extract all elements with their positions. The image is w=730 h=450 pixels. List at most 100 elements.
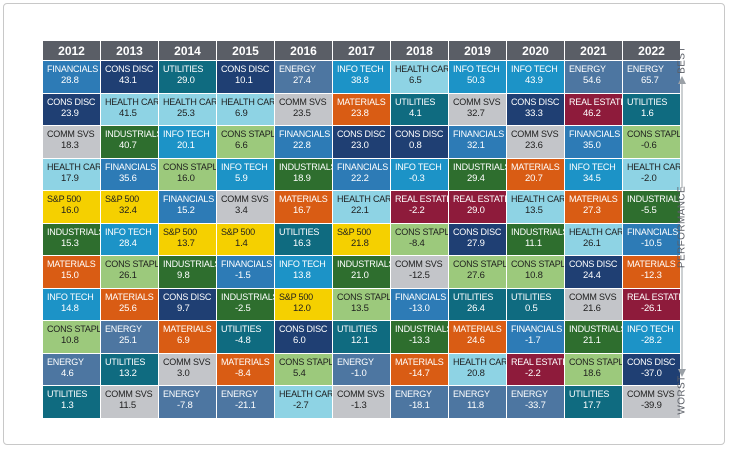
- sector-name: Energy: [163, 389, 200, 399]
- sector-return: 4.6: [61, 367, 74, 379]
- sector-name: Cons Disc: [453, 226, 502, 237]
- sector-cell: Info Tech 14.8: [43, 288, 100, 320]
- sector-name: Cons Disc: [221, 64, 270, 74]
- sector-name: Health Care: [279, 389, 332, 399]
- year-header: 2021: [565, 41, 622, 60]
- sector-return: 6.0: [293, 335, 306, 346]
- sector-name: Industrials: [627, 194, 680, 204]
- sector-return: 20.8: [467, 367, 485, 379]
- sector-name: Financials: [163, 194, 215, 204]
- sector-return: 5.9: [235, 172, 248, 184]
- sector-return: 18.9: [293, 172, 311, 184]
- year-header: 2017: [333, 41, 390, 60]
- sector-return: -7.8: [177, 400, 193, 411]
- sector-name: Info Tech: [47, 291, 94, 302]
- sector-cell: Financials 28.8: [43, 61, 100, 93]
- sector-return: 1.6: [641, 107, 654, 119]
- sector-return: 13.7: [177, 237, 195, 249]
- sector-name: Cons Disc: [627, 356, 676, 367]
- sector-name: Energy: [221, 389, 258, 399]
- sector-return: -14.7: [409, 367, 430, 379]
- sector-cell: Health Care-2.7: [275, 386, 332, 418]
- sector-name: Energy: [337, 356, 374, 367]
- sector-return: 14.8: [61, 302, 79, 314]
- sector-name: Info Tech: [163, 129, 210, 139]
- sector-cell: Cons Disc 10.1: [217, 61, 274, 93]
- sector-return: 21.8: [351, 237, 369, 249]
- sector-name: Materials: [163, 324, 212, 334]
- sector-name: Comm Svs: [627, 389, 675, 399]
- sector-name: Energy: [279, 64, 316, 74]
- sector-return: 6.6: [235, 140, 248, 151]
- sector-return: 9.8: [177, 270, 190, 281]
- sector-name: Financials: [569, 129, 621, 139]
- sector-cell: Utilities 4.1: [391, 93, 448, 125]
- sector-cell: Materials -8.4: [217, 353, 274, 385]
- sector-name: Info Tech: [627, 324, 674, 334]
- sector-cell: Comm Svs 18.3: [43, 126, 100, 158]
- sector-return: 13.5: [525, 205, 543, 216]
- sector-name: Real Estate: [511, 356, 564, 367]
- sector-name: Health Care: [47, 161, 100, 172]
- sector-return: 21.6: [583, 302, 601, 314]
- sector-name: Real Estate: [569, 96, 622, 107]
- sector-return: 22.1: [351, 205, 369, 216]
- sector-name: Utilities: [511, 291, 552, 302]
- sector-return: -10.5: [641, 237, 662, 249]
- sector-return: 38.8: [351, 75, 369, 86]
- sector-cell: Comm Svs 11.5: [101, 386, 158, 418]
- sector-cell: Energy 4.6: [43, 353, 100, 385]
- sector-cell: Health Care20.8: [449, 353, 506, 385]
- sector-return: 27.4: [293, 75, 311, 86]
- sector-return: 10.1: [235, 75, 253, 86]
- sector-cell: Financials 35.0: [565, 126, 622, 158]
- sector-return: 12.0: [293, 302, 311, 314]
- sector-return: 10.8: [61, 335, 79, 346]
- sector-cell: Energy 27.4: [275, 61, 332, 93]
- sector-cell: Comm Svs 23.6: [507, 126, 564, 158]
- sector-cell: Cons Staples10.8: [43, 321, 100, 353]
- sector-return: 1.4: [235, 237, 248, 249]
- sector-return: 0.5: [525, 302, 538, 314]
- sector-name: Comm Svs: [47, 129, 95, 139]
- sector-cell: S&P 500 12.0: [275, 288, 332, 320]
- sector-return: 25.1: [119, 335, 137, 346]
- sector-return: 26.4: [467, 302, 485, 314]
- sector-return: 16.7: [293, 205, 311, 216]
- sector-cell: Utilities 0.5: [507, 288, 564, 320]
- sector-name: Comm Svs: [569, 291, 617, 302]
- year-header: 2013: [101, 41, 158, 60]
- sector-name: Comm Svs: [453, 96, 501, 107]
- sector-cell: Info Tech 28.4: [101, 223, 158, 255]
- sector-cell: Materials -14.7: [391, 353, 448, 385]
- sector-cell: Comm Svs -39.9: [623, 386, 680, 418]
- sector-cell: Financials 22.8: [275, 126, 332, 158]
- sector-name: Materials: [47, 259, 96, 269]
- sector-return: 29.0: [177, 75, 195, 86]
- sector-cell: Industrials 18.9: [275, 158, 332, 190]
- sector-return: -8.4: [235, 367, 251, 379]
- sector-cell: Utilities 16.3: [275, 223, 332, 255]
- worst-label: WORST: [676, 375, 688, 415]
- sector-return: 34.5: [583, 172, 601, 184]
- sector-name: S&P 500: [337, 226, 371, 237]
- sector-name: Cons Staples: [569, 356, 622, 367]
- sector-cell: Energy -33.7: [507, 386, 564, 418]
- sector-name: Cons Disc: [395, 129, 444, 139]
- sector-return: 11.8: [467, 400, 484, 411]
- sector-name: Materials: [511, 161, 560, 172]
- sector-name: Financials: [627, 226, 679, 237]
- sector-name: Utilities: [47, 389, 88, 399]
- sector-name: Energy: [47, 356, 84, 367]
- sector-return: 6.5: [409, 75, 422, 86]
- sector-cell: Cons Disc 9.7: [159, 288, 216, 320]
- sector-cell: Comm Svs 23.5: [275, 93, 332, 125]
- sector-return: 23.0: [351, 140, 369, 151]
- sector-cell: Real Estate -26.1: [623, 288, 680, 320]
- sector-return: 25.3: [177, 107, 195, 119]
- sector-name: Comm Svs: [105, 389, 153, 399]
- year-header: 2015: [217, 41, 274, 60]
- sector-return: -1.0: [351, 367, 367, 379]
- year-header: 2022: [623, 41, 680, 60]
- sector-cell: Real Estate 46.2: [565, 93, 622, 125]
